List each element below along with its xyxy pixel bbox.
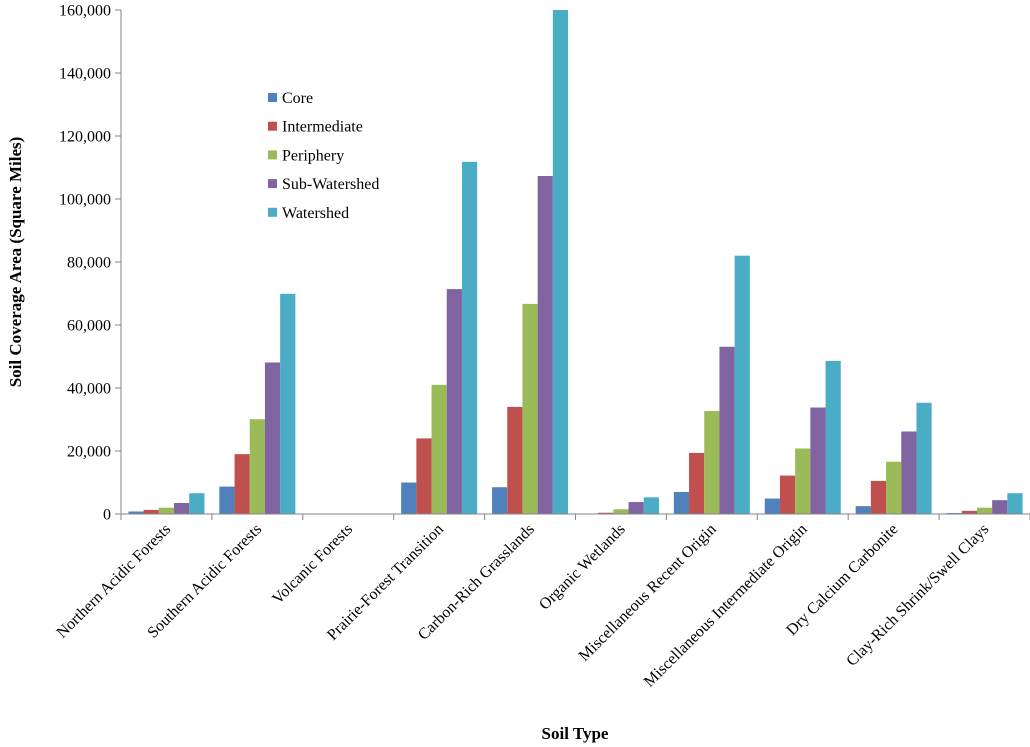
- bar-watershed-dry-calcium-carbonite: [916, 402, 932, 514]
- bar-periphery-carbon-rich-grasslands: [522, 303, 538, 514]
- legend-swatch-intermediate: [268, 121, 277, 131]
- bar-periphery-southern-acidic-forests: [249, 419, 265, 514]
- bar-sub-watershed-northern-acidic-forests: [174, 502, 190, 514]
- bar-intermediate-carbon-rich-grasslands: [507, 406, 523, 514]
- bar-watershed-clay-rich-shrink-swell-clays: [1007, 493, 1023, 514]
- y-tick-label: 0: [103, 507, 111, 524]
- bar-core-miscellaneous-intermediate-origin: [764, 498, 780, 514]
- y-axis-title: Soil Coverage Area (Square Miles): [6, 137, 25, 388]
- y-tick-label: 80,000: [67, 255, 111, 272]
- bar-intermediate-southern-acidic-forests: [234, 454, 250, 514]
- legend-swatch-sub-watershed: [268, 179, 277, 189]
- bar-periphery-organic-wetlands: [613, 509, 629, 514]
- bar-sub-watershed-prairie-forest-transition: [446, 289, 462, 514]
- bar-periphery-clay-rich-shrink-swell-clays: [976, 507, 993, 514]
- y-tick-label: 20,000: [67, 444, 111, 461]
- bar-core-carbon-rich-grasslands: [492, 487, 508, 514]
- bar-intermediate-miscellaneous-intermediate-origin: [779, 475, 796, 514]
- bar-watershed-miscellaneous-intermediate-origin: [825, 360, 841, 514]
- legend-label-core: Core: [282, 90, 313, 107]
- legend-label-sub-watershed: Sub-Watershed: [282, 176, 379, 193]
- bar-periphery-miscellaneous-recent-origin: [704, 410, 720, 514]
- bar-intermediate-prairie-forest-transition: [416, 438, 432, 514]
- legend-label-watershed: Watershed: [282, 205, 349, 222]
- legend-swatch-watershed: [268, 207, 277, 217]
- bar-periphery-prairie-forest-transition: [431, 384, 447, 514]
- y-tick-label: 60,000: [67, 318, 111, 335]
- bar-core-southern-acidic-forests: [219, 486, 235, 514]
- x-tick-label-volcanic-forests: Volcanic Forests: [269, 521, 356, 608]
- bar-watershed-carbon-rich-grasslands: [552, 10, 569, 514]
- legend: Core Intermediate Periphery Sub-Watershed Wa…: [268, 90, 379, 222]
- legend-swatch-core: [268, 93, 277, 102]
- bar-intermediate-miscellaneous-recent-origin: [689, 452, 705, 514]
- bar-intermediate-organic-wetlands: [598, 512, 614, 514]
- bar-periphery-miscellaneous-intermediate-origin: [795, 448, 811, 514]
- x-tick-label-organic-wetlands: Organic Wetlands: [536, 521, 629, 614]
- bars-layer: [128, 10, 1023, 515]
- bar-intermediate-dry-calcium-carbonite: [870, 480, 887, 514]
- y-tick-label: 120,000: [59, 129, 111, 146]
- legend-label-periphery: Periphery: [282, 147, 344, 164]
- bar-core-prairie-forest-transition: [401, 482, 417, 514]
- bar-watershed-northern-acidic-forests: [189, 493, 205, 514]
- legend-label-intermediate: Intermediate: [282, 119, 363, 136]
- bar-sub-watershed-miscellaneous-recent-origin: [719, 346, 735, 514]
- y-ticks: 0 20,000 40,000 60,000 80,000 100,000 120,000 1…: [59, 3, 121, 524]
- bar-sub-watershed-organic-wetlands: [628, 502, 644, 514]
- y-tick-label: 100,000: [59, 192, 111, 209]
- bar-periphery-northern-acidic-forests: [158, 507, 175, 514]
- bar-sub-watershed-dry-calcium-carbonite: [901, 431, 917, 514]
- legend-swatch-periphery: [268, 150, 277, 160]
- bar-watershed-organic-wetlands: [643, 497, 659, 514]
- bar-intermediate-clay-rich-shrink-swell-clays: [961, 510, 977, 514]
- y-tick-label: 160,000: [59, 3, 111, 20]
- x-tick-label-miscellaneous-intermediate-origin: Miscellaneous Intermediate Origin: [641, 521, 811, 691]
- bar-intermediate-northern-acidic-forests: [143, 509, 159, 514]
- x-axis-title: Soil Type: [542, 724, 609, 743]
- bar-core-miscellaneous-recent-origin: [673, 491, 690, 514]
- bar-core-northern-acidic-forests: [128, 511, 144, 514]
- bar-periphery-dry-calcium-carbonite: [886, 461, 902, 514]
- bar-sub-watershed-miscellaneous-intermediate-origin: [810, 407, 826, 514]
- y-tick-label: 40,000: [67, 381, 111, 398]
- bar-sub-watershed-carbon-rich-grasslands: [537, 176, 553, 514]
- bar-sub-watershed-clay-rich-shrink-swell-clays: [992, 500, 1008, 514]
- bar-watershed-southern-acidic-forests: [280, 293, 296, 514]
- x-tick-label-clay-rich-shrink-swell-clays: Clay-Rich Shrink/Swell Clays: [843, 521, 992, 670]
- bar-watershed-miscellaneous-recent-origin: [734, 255, 750, 514]
- bar-core-dry-calcium-carbonite: [855, 506, 871, 514]
- bar-sub-watershed-southern-acidic-forests: [264, 362, 281, 514]
- bar-watershed-prairie-forest-transition: [461, 161, 478, 514]
- y-tick-label: 140,000: [59, 66, 111, 83]
